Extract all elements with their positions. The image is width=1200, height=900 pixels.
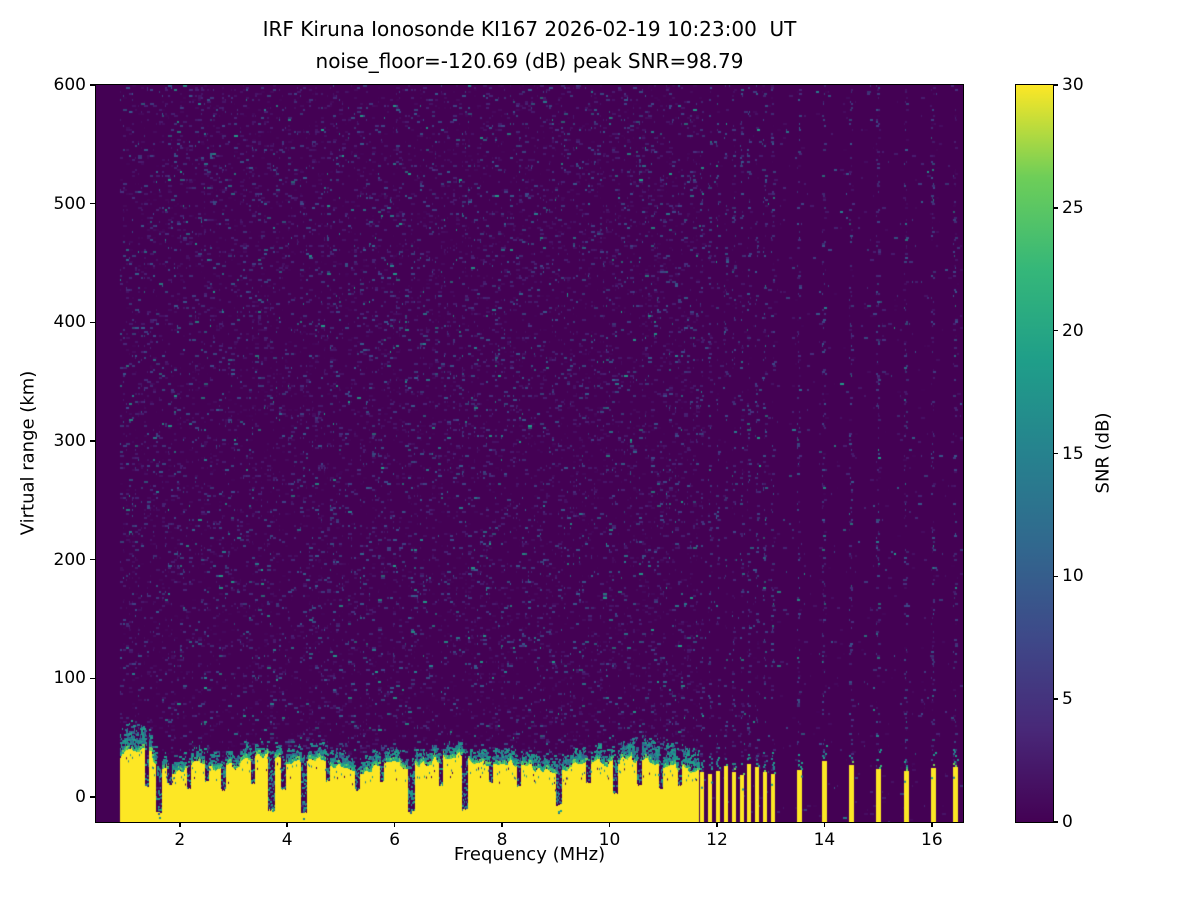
plot-area [95,84,964,823]
y-tick-label: 100 [53,668,86,689]
x-tick-mark [501,822,503,827]
x-tick-label: 16 [921,830,943,850]
x-tick-label: 2 [174,830,186,850]
y-tick-label: 400 [53,312,86,333]
colorbar-tick-label: 0 [1062,812,1073,832]
colorbar-tick-label: 15 [1062,443,1084,464]
colorbar [1015,84,1054,823]
y-tick-mark [90,84,95,86]
y-tick-mark [90,440,95,442]
y-tick-mark [90,558,95,561]
colorbar-tick-mark [1053,575,1058,578]
colorbar-tick-mark [1053,329,1058,332]
y-tick-label: 200 [53,549,86,570]
x-tick-label: 14 [813,830,836,850]
colorbar-tick-label: 30 [1062,75,1084,95]
y-tick-mark [90,677,95,680]
colorbar-tick-label: 5 [1062,689,1073,710]
figure-title: IRF Kiruna Ionosonde KI167 2026-02-19 10… [262,17,797,41]
x-tick-mark [179,822,181,827]
y-tick-mark [90,202,95,205]
y-axis-label: Virtual range (km) [17,370,39,536]
x-tick-mark [286,822,288,827]
x-tick-mark [823,822,826,827]
x-tick-label: 6 [389,830,401,850]
x-tick-label: 12 [706,830,728,850]
colorbar-tick-mark [1053,207,1058,209]
colorbar-tick-mark [1053,84,1058,86]
ionogram-heatmap-canvas [96,85,963,822]
y-tick-label: 600 [53,75,86,95]
x-tick-mark [393,822,396,827]
x-tick-label: 8 [496,830,508,850]
colorbar-gradient [1016,85,1053,822]
figure-subtitle: noise_floor=-120.69 (dB) peak SNR=98.79 [315,49,744,73]
colorbar-tick-label: 10 [1062,566,1084,587]
y-tick-mark [90,321,95,324]
x-tick-mark [608,822,611,827]
y-tick-label: 300 [53,431,86,452]
colorbar-label: SNR (dB) [1092,412,1114,494]
y-tick-label: 500 [53,193,86,214]
colorbar-tick-mark [1053,821,1058,823]
colorbar-tick-mark [1053,698,1058,700]
colorbar-tick-label: 20 [1062,320,1084,341]
colorbar-tick-mark [1053,452,1058,455]
x-tick-mark [931,822,933,827]
x-tick-mark [716,822,718,827]
colorbar-tick-label: 25 [1062,197,1084,218]
x-tick-label: 10 [598,830,621,850]
x-tick-label: 4 [281,830,293,850]
y-tick-mark [90,796,95,798]
x-axis-label: Frequency (MHz) [453,844,606,865]
y-tick-label: 0 [75,787,86,808]
